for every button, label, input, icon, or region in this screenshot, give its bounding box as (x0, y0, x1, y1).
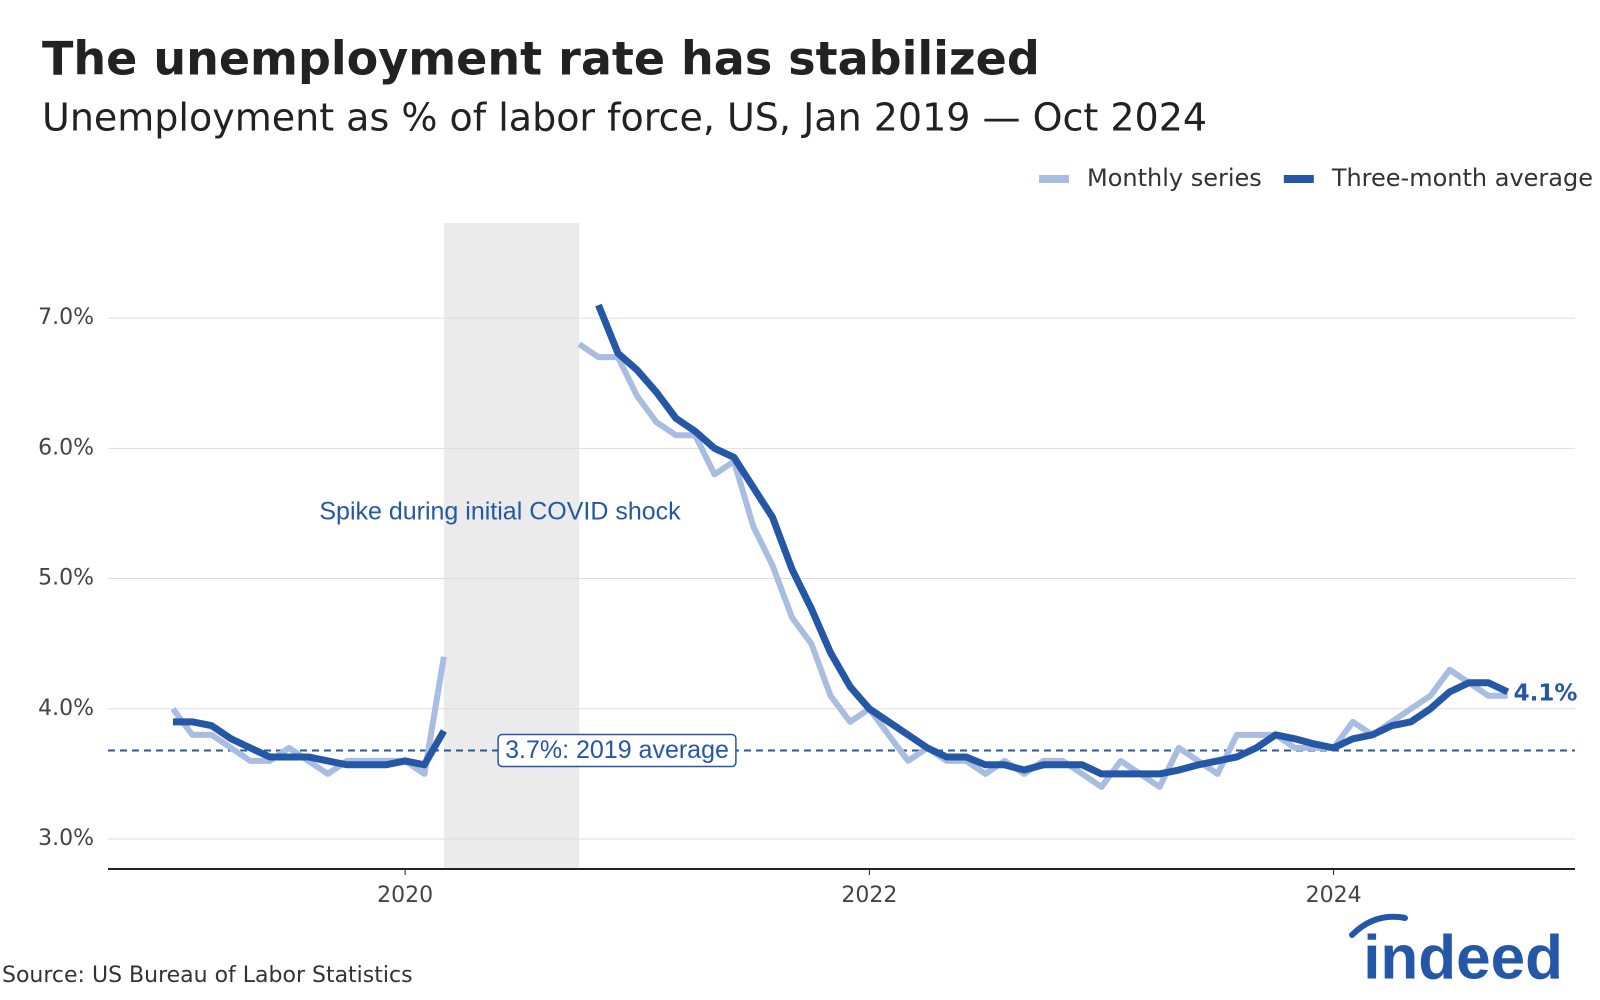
annotation: Spike during initial COVID shock (319, 498, 681, 526)
y-tick-label: 6.0% (38, 435, 94, 460)
value-label: 4.1% (1514, 680, 1578, 706)
y-tick-label: 4.0% (38, 696, 94, 721)
logo-arc (1349, 913, 1408, 938)
x-tick-label: 2024 (1306, 883, 1362, 908)
legend: Three-month average Monthly series (1039, 164, 1593, 192)
x-tick-label: 2020 (377, 883, 433, 908)
series-line (172, 303, 1510, 778)
reference-label: 3.7%: 2019 average (505, 736, 729, 764)
legend-label: Monthly series (1087, 164, 1262, 192)
y-tick-label: 5.0% (38, 566, 94, 591)
y-tick-label: 3.0% (38, 826, 94, 851)
shaded-period (443, 223, 580, 869)
series-line (170, 341, 1508, 790)
legend-label: Three-month average (1331, 164, 1593, 192)
chart-title: The unemployment rate has stabilized (42, 32, 1040, 86)
logo-text: indeed (1363, 923, 1563, 992)
chart-subtitle: Unemployment as % of labor force, US, Ja… (42, 96, 1207, 140)
reference-label-box (497, 733, 737, 768)
source: Source: US Bureau of Labor Statistics (2, 963, 413, 988)
y-tick-label: 7.0% (38, 305, 94, 330)
logo: indeed (1349, 913, 1563, 992)
x-tick-label: 2022 (841, 883, 897, 908)
